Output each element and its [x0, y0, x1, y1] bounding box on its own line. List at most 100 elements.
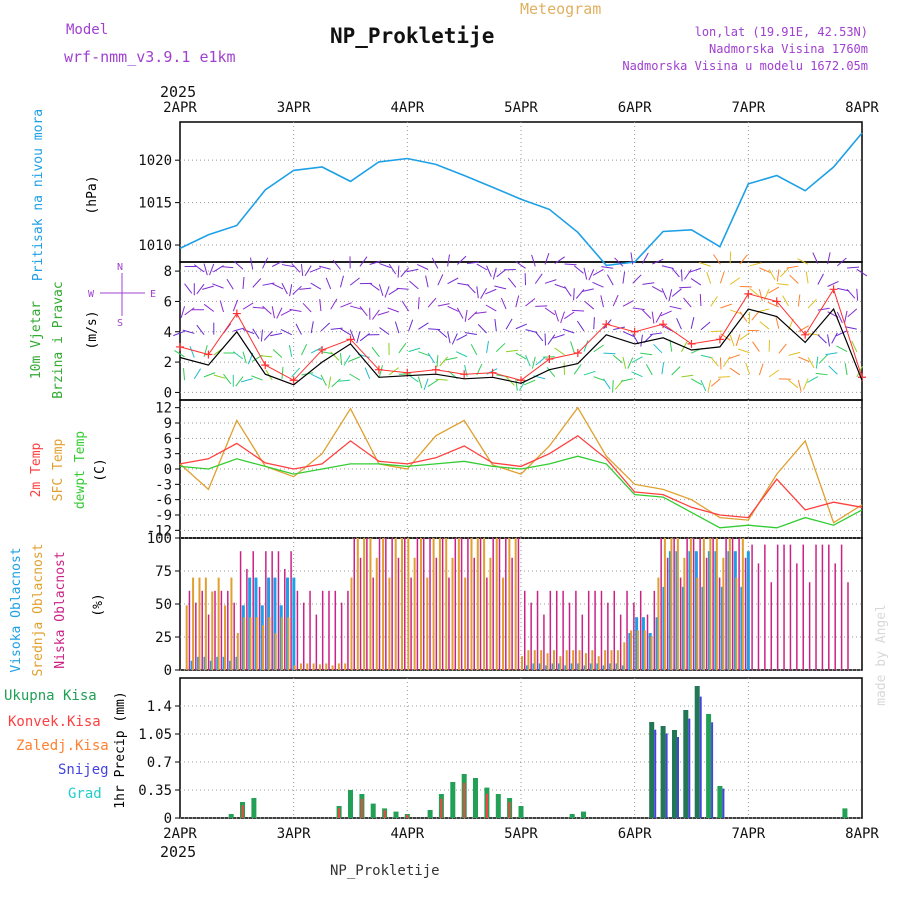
mid-cloud-bar: [332, 665, 334, 670]
precip-bar: [717, 786, 722, 818]
pressure-line: [180, 133, 862, 265]
low-cloud-bar: [654, 591, 656, 670]
wind-arrow: [251, 376, 262, 380]
wind-arrow: [691, 317, 694, 329]
wind-arrow: [711, 379, 720, 387]
wind-arrow: [501, 298, 506, 309]
legend-grad: Grad: [68, 786, 102, 802]
snow-bar: [654, 730, 656, 818]
conv-precip-bar: [463, 783, 465, 818]
wind-arrow: [379, 284, 382, 296]
wind-arrow: [818, 335, 827, 343]
y-tick-label: 2: [164, 355, 172, 371]
wind-arrow: [594, 377, 605, 381]
wind-arrow: [652, 286, 662, 292]
conv-precip-bar: [509, 802, 511, 818]
wind-arrow: [818, 308, 830, 310]
wind-arrow: [601, 267, 613, 269]
wind-arrow: [535, 274, 542, 284]
wind-arrow: [465, 310, 467, 322]
wind-arrow: [360, 306, 367, 316]
low-cloud-bar: [588, 591, 590, 670]
low-cloud-bar: [227, 591, 229, 670]
wind-arrow: [565, 286, 572, 296]
wind-arrow: [417, 264, 428, 269]
wind-arrow: [357, 331, 360, 343]
wind-arrow: [389, 288, 399, 295]
wind-arrow: [190, 346, 194, 357]
y-tick-label: 0.35: [138, 783, 172, 799]
wind-arrow: [299, 288, 311, 289]
gust-marker: [631, 328, 639, 336]
low-cloud-bar: [524, 591, 526, 670]
wind-arrow: [452, 333, 457, 344]
mid-cloud-bar: [388, 578, 390, 670]
precip-bar: [649, 722, 654, 818]
x-tick-label-top: 6APR: [618, 100, 652, 116]
wind-arrow: [340, 329, 350, 335]
x-tick-label-bottom: 2APR: [163, 826, 197, 842]
precip-bar: [706, 714, 711, 818]
low-cloud-bar: [738, 538, 740, 670]
wind-arrow: [730, 278, 740, 285]
low-cloud-bar: [550, 591, 552, 670]
high-cloud-bar: [747, 551, 750, 670]
mid-cloud-bar: [716, 538, 718, 670]
y-tick-label: 6: [164, 431, 172, 447]
wind-arrow: [669, 289, 672, 301]
low-cloud-bar: [486, 578, 488, 670]
low-cloud-bar: [259, 587, 261, 670]
precip-bar: [842, 808, 847, 818]
mid-cloud-bar: [458, 538, 460, 670]
mid-cloud-bar: [623, 642, 625, 670]
mid-cloud-bar: [553, 650, 555, 670]
x-tick-label-top: 7APR: [731, 100, 765, 116]
mid-cloud-bar: [690, 538, 692, 670]
mid-cloud-bar: [268, 617, 270, 670]
wind-arrow: [803, 379, 808, 390]
low-cloud-bar: [809, 582, 811, 670]
wind-arrow: [857, 289, 858, 301]
y-tick-label: 6: [164, 294, 172, 310]
year-bottom: 2025: [160, 843, 196, 861]
wind-arrow: [227, 279, 233, 289]
wind-arrow: [545, 280, 556, 284]
low-cloud-bar: [467, 538, 469, 670]
wind-arrow: [290, 284, 292, 296]
wind-arrow: [467, 284, 475, 293]
wind-arrow: [409, 281, 418, 289]
mid-cloud-bar: [534, 650, 536, 670]
y-tick-label: 9: [164, 416, 172, 432]
wind-arrow: [613, 355, 622, 363]
low-cloud-bar: [221, 591, 223, 670]
mid-cloud-bar: [186, 605, 188, 670]
legend-frozen: Zaledj.Kisa: [16, 738, 109, 754]
mid-cloud-bar: [703, 538, 705, 670]
y-tick-label: 25: [155, 630, 172, 646]
low-cloud-bar: [802, 545, 804, 670]
precip-bar: [519, 806, 524, 818]
legend-total: Ukupna Kisa: [4, 688, 97, 704]
wind-arrow: [769, 370, 779, 377]
wind-arrow: [753, 342, 760, 352]
mid-cloud-bar: [696, 578, 698, 670]
x-tick-label-bottom: 3APR: [277, 826, 311, 842]
mid-cloud-bar: [414, 558, 416, 670]
low-cloud-bar: [614, 591, 616, 670]
wind-arrow: [181, 306, 184, 318]
wind-arrow: [532, 357, 535, 369]
low-cloud-bar: [640, 591, 642, 670]
wind-arrow: [311, 374, 322, 379]
conv-precip-bar: [486, 794, 488, 818]
wind-arrow: [685, 269, 692, 279]
wind-arrow: [532, 255, 536, 266]
wind-arrow: [296, 324, 301, 335]
wind-arrow: [699, 263, 710, 267]
wind-arrow: [440, 357, 448, 366]
precip-bar: [371, 804, 376, 818]
low-cloud-bar: [366, 538, 368, 670]
mid-cloud-bar: [585, 653, 587, 670]
mid-cloud-bar: [325, 663, 327, 670]
wind-arrow: [681, 269, 682, 281]
